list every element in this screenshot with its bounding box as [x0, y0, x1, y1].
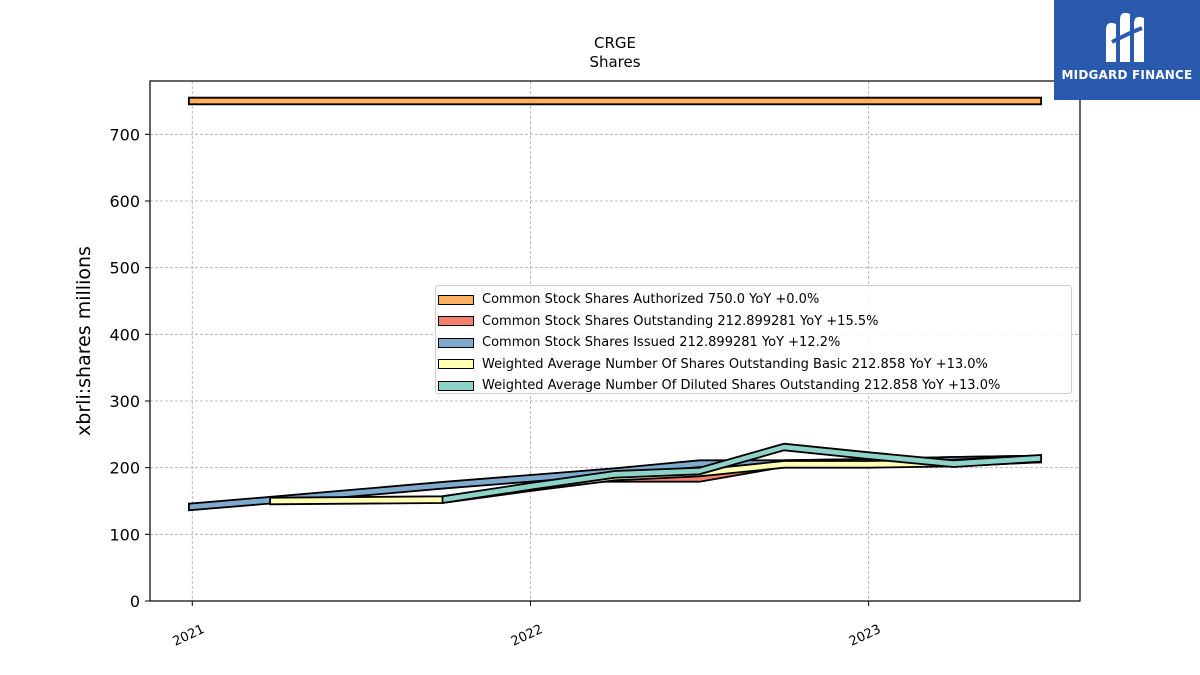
- y-tick-label-0: 0: [130, 592, 140, 611]
- y-axis-label: xbrli:shares millions: [73, 246, 95, 436]
- legend-swatch-2: [438, 337, 474, 348]
- chart-subtitle: Shares: [589, 53, 640, 71]
- x-axis: 2021 2022 2023: [171, 601, 883, 650]
- y-axis: 0 100 200 300 400 500 600 700: [109, 125, 150, 611]
- chart-title: CRGE: [594, 34, 636, 52]
- legend-label-4: Weighted Average Number Of Diluted Share…: [482, 378, 1001, 394]
- x-tick-label-0: 2021: [171, 622, 207, 650]
- legend: Common Stock Shares Authorized 750.0 YoY…: [435, 285, 1072, 394]
- legend-label-2: Common Stock Shares Issued 212.899281 Yo…: [482, 335, 841, 351]
- y-tick-label-2: 200: [109, 459, 140, 478]
- x-tick-label-2: 2023: [847, 622, 883, 650]
- series-band-0: [187, 96, 1042, 106]
- legend-item-3: Weighted Average Number Of Shares Outsta…: [436, 354, 1071, 376]
- x-tick-label-1: 2022: [509, 622, 545, 650]
- y-tick-label-3: 300: [109, 392, 140, 411]
- series-layer: [187, 96, 1042, 512]
- y-tick-label-5: 500: [109, 259, 140, 278]
- logo-text: MIDGARD FINANCE: [1061, 68, 1193, 82]
- midgard-finance-logo: MIDGARD FINANCE: [1054, 0, 1200, 100]
- legend-item-4: Weighted Average Number Of Diluted Share…: [436, 375, 1071, 397]
- legend-swatch-0: [438, 294, 474, 305]
- y-tick-label-4: 400: [109, 325, 140, 344]
- legend-item-2: Common Stock Shares Issued 212.899281 Yo…: [436, 332, 1071, 354]
- logo-mark-icon: [1106, 12, 1144, 62]
- legend-swatch-1: [438, 316, 474, 327]
- y-tick-label-6: 600: [109, 192, 140, 211]
- y-tick-label-1: 100: [109, 525, 140, 544]
- legend-item-0: Common Stock Shares Authorized 750.0 YoY…: [436, 289, 1071, 311]
- legend-label-0: Common Stock Shares Authorized 750.0 YoY…: [482, 292, 820, 308]
- legend-item-1: Common Stock Shares Outstanding 212.8992…: [436, 311, 1071, 333]
- y-tick-label-7: 700: [109, 125, 140, 144]
- plot-frame: [149, 80, 1081, 602]
- legend-swatch-3: [438, 359, 474, 370]
- legend-swatch-4: [438, 380, 474, 391]
- series-band-4: [441, 442, 1042, 505]
- legend-label-3: Weighted Average Number Of Shares Outsta…: [482, 356, 988, 372]
- legend-label-1: Common Stock Shares Outstanding 212.8992…: [482, 313, 879, 329]
